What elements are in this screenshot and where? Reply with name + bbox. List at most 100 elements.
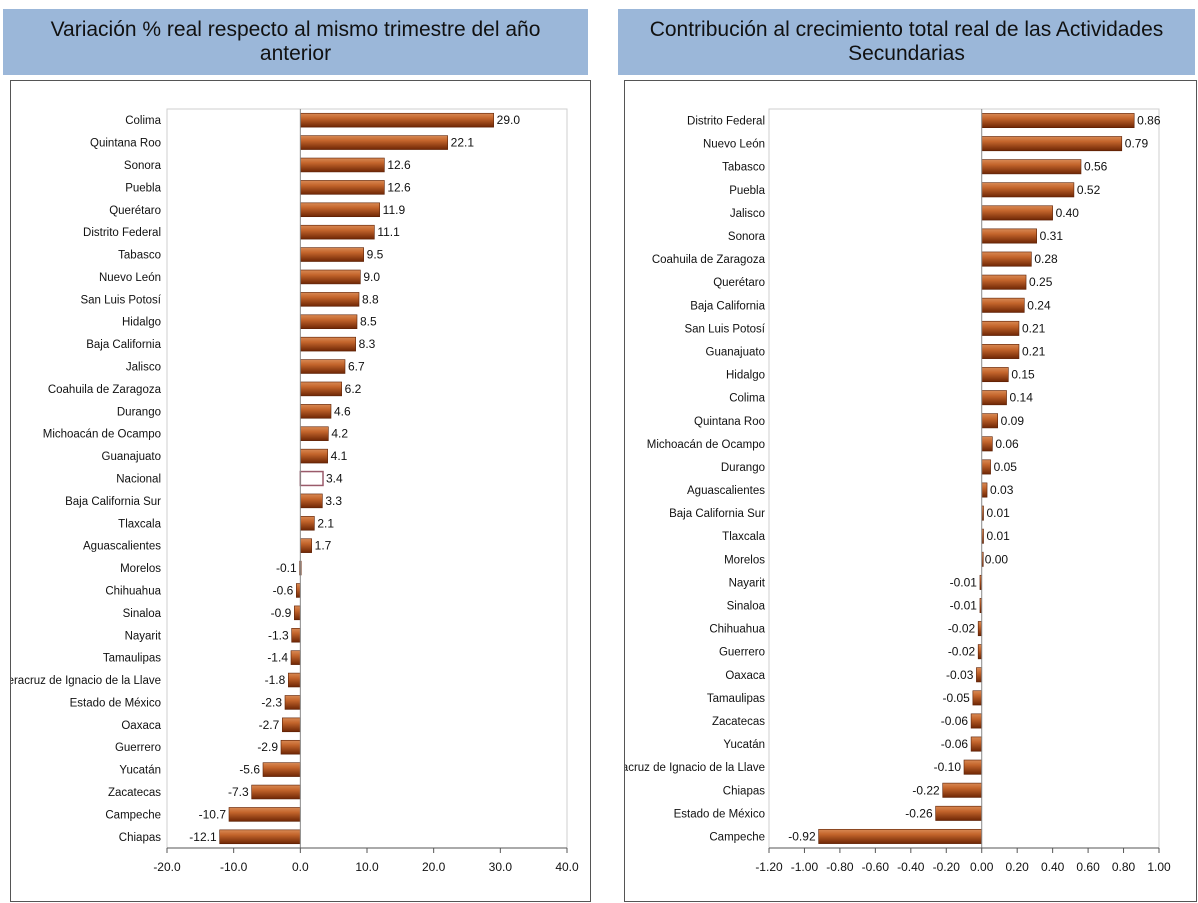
category-label: Yucatán [723, 739, 765, 751]
bar-yucat-n [970, 736, 983, 752]
data-label: -0.02 [948, 645, 976, 659]
data-label: 4.1 [331, 449, 348, 463]
bar-chiapas [942, 782, 983, 798]
bar-nuevo-le-n [981, 136, 1123, 152]
data-label: 0.28 [1034, 252, 1058, 266]
bar-jalisco [300, 359, 346, 374]
data-label: 12.6 [387, 158, 411, 172]
bar-baja-california-sur [300, 493, 323, 509]
x-tick-label: 10.0 [355, 860, 379, 874]
data-label: -0.10 [934, 760, 962, 774]
data-label: -0.6 [273, 583, 294, 597]
data-label: 0.40 [1056, 206, 1080, 220]
data-label: 0.01 [987, 506, 1011, 520]
category-label: Baja California [690, 300, 765, 312]
data-label: 29.0 [497, 113, 521, 127]
data-label: -0.02 [948, 622, 976, 636]
data-label: 0.52 [1077, 183, 1101, 197]
data-label: 4.2 [331, 427, 348, 441]
category-label: Estado de México [70, 697, 161, 709]
data-label: 12.6 [387, 180, 411, 194]
x-tick-label: 0.0 [292, 860, 309, 874]
data-label: 0.56 [1084, 160, 1108, 174]
bar-guanajuato [300, 448, 328, 464]
x-tick-label: -0.80 [826, 860, 854, 874]
bar-quintana-roo [981, 413, 998, 429]
bar-tabasco [300, 247, 364, 262]
bar-durango [981, 459, 991, 475]
bar-nacional [299, 470, 324, 487]
bar-zacatecas [970, 713, 983, 729]
category-label: Hidalgo [122, 317, 161, 329]
data-label: 0.15 [1011, 368, 1035, 382]
x-tick-label: -0.60 [862, 860, 890, 874]
bar-chiapas [219, 829, 301, 845]
data-label: -1.3 [268, 628, 289, 642]
bar-veracruz-de-ignacio-de-la-llave [288, 672, 301, 688]
category-label: Tabasco [118, 250, 161, 262]
x-tick-label: 20.0 [422, 860, 446, 874]
x-tick-label: 0.40 [1041, 860, 1065, 874]
data-label: 0.03 [990, 483, 1014, 497]
data-label: 0.06 [995, 437, 1019, 451]
data-label: -0.05 [943, 691, 971, 705]
category-label: Campeche [105, 809, 161, 821]
right-bar-chart: Distrito Federal 0.86 Nuevo León 0.79 Tabasc… [625, 108, 1171, 874]
data-label: 2.1 [317, 516, 334, 530]
data-label: 1.7 [315, 539, 332, 553]
data-label: 0.14 [1010, 391, 1034, 405]
category-label: Zacatecas [712, 716, 765, 728]
category-label: Sonora [124, 160, 162, 172]
x-tick-label: 30.0 [489, 860, 513, 874]
category-label: Jalisco [126, 362, 161, 374]
x-tick-label: -0.40 [897, 860, 925, 874]
bar-quer-taro [300, 202, 380, 218]
bar-coahuila-de-zaragoza [981, 251, 1032, 267]
bar-quer-taro [981, 274, 1027, 290]
category-label: Durango [721, 462, 765, 474]
category-label: San Luis Potosí [80, 294, 161, 306]
right-chart-frame: Distrito Federal 0.86 Nuevo León 0.79 Tabasc… [624, 80, 1197, 902]
category-label: Distrito Federal [83, 227, 161, 239]
right-chart-header: Contribución al crecimiento total real d… [618, 9, 1195, 75]
category-label: San Luis Potosí [684, 323, 765, 335]
category-label: Sinaloa [727, 601, 766, 613]
category-label: Yucatán [119, 765, 161, 777]
category-label: Estado de México [674, 808, 765, 820]
plot-area [166, 108, 568, 849]
data-label: 0.25 [1029, 275, 1053, 289]
bar-hidalgo [300, 314, 358, 329]
bar-tlaxcala [300, 516, 315, 531]
bar-san-luis-potos- [981, 320, 1020, 336]
bar-sonora [981, 228, 1037, 244]
category-label: Distrito Federal [687, 116, 765, 128]
bar-nayarit [291, 628, 301, 643]
data-label: -0.01 [950, 599, 978, 613]
data-label: -1.4 [267, 651, 288, 665]
bar-quintana-roo [300, 135, 448, 150]
x-tick-label: -0.20 [933, 860, 961, 874]
data-label: -0.26 [905, 806, 933, 820]
data-label: -0.1 [276, 561, 297, 575]
x-tick-label: 40.0 [555, 860, 579, 874]
data-label: 0.24 [1027, 298, 1051, 312]
bar-tamaulipas [972, 690, 983, 706]
category-label: Hidalgo [726, 370, 765, 382]
category-label: Chiapas [119, 832, 161, 844]
category-label: Baja California Sur [65, 496, 161, 508]
x-tick-label: 1.00 [1147, 860, 1171, 874]
category-label: Nayarit [125, 630, 162, 642]
bar-puebla [300, 180, 385, 195]
bar-coahuila-de-zaragoza [300, 381, 342, 397]
data-label: 8.5 [360, 315, 377, 329]
bar-durango [300, 404, 332, 419]
bar-guerrero [280, 739, 301, 755]
data-label: 8.8 [362, 292, 379, 306]
x-tick-label: -1.00 [791, 860, 819, 874]
category-label: Querétaro [109, 205, 161, 217]
category-label: Chiapas [723, 785, 765, 797]
bar-colima [300, 112, 494, 128]
category-label: Aguascalientes [687, 485, 765, 497]
category-label: Sonora [728, 231, 766, 243]
data-label: 0.05 [994, 460, 1018, 474]
